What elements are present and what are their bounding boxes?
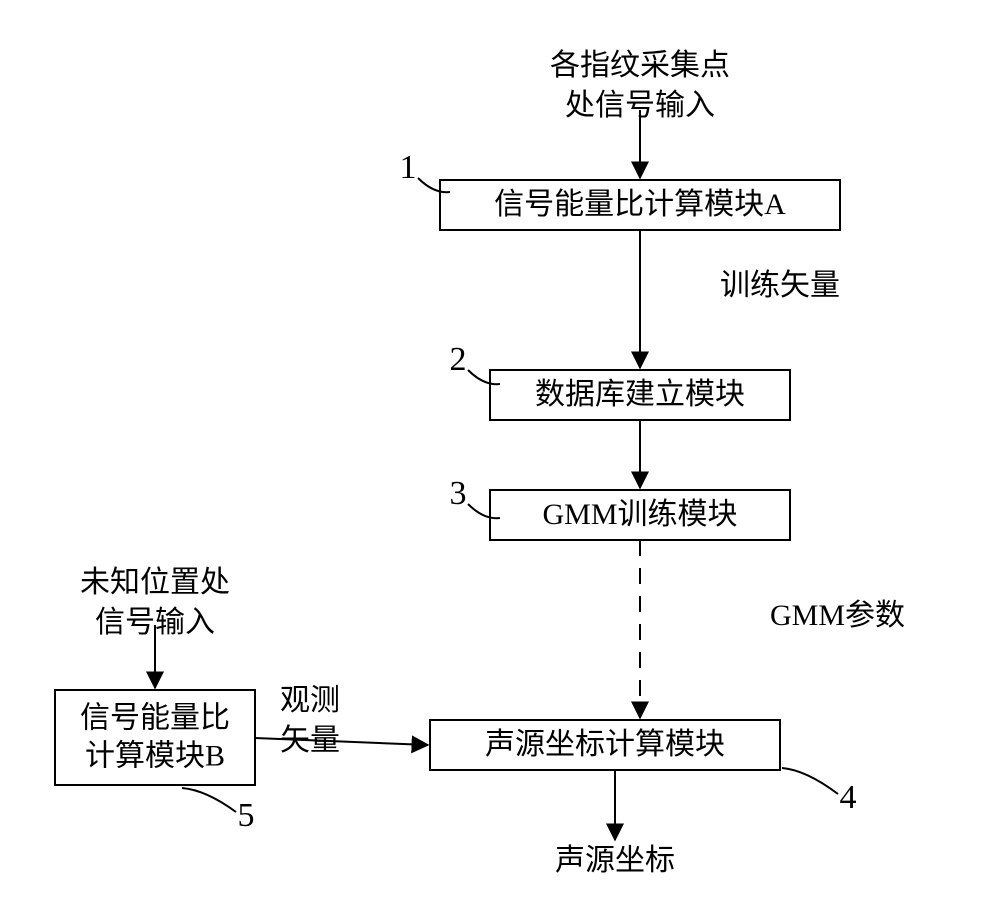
moduleB-label-0: 信号能量比: [80, 701, 230, 734]
callout-label-1: 1: [400, 149, 417, 186]
input_top-line-1: 处信号输入: [565, 89, 715, 122]
coord_module: 声源坐标计算模块: [430, 720, 780, 770]
db_module-label: 数据库建立模块: [535, 378, 745, 411]
input_left-line-0: 未知位置处: [80, 566, 230, 599]
input_top-line-0: 各指纹采集点: [550, 49, 730, 82]
callout-4: 4: [782, 768, 857, 816]
output: 声源坐标: [555, 844, 675, 877]
train_vec: 训练矢量: [720, 269, 840, 302]
moduleA-label: 信号能量比计算模块A: [494, 188, 786, 221]
obs_vec-line-0: 观测: [280, 684, 340, 717]
callout-5: 5: [182, 788, 255, 834]
moduleB-label-1: 计算模块B: [85, 739, 225, 772]
gmm_train-label: GMM训练模块: [542, 498, 737, 531]
callout-label-3: 3: [450, 475, 467, 512]
coord_module-label: 声源坐标计算模块: [485, 728, 725, 761]
callout-label-2: 2: [450, 341, 467, 378]
gmm_param: GMM参数: [770, 599, 905, 632]
moduleA: 信号能量比计算模块A: [440, 180, 840, 230]
callout-label-4: 4: [840, 779, 857, 816]
moduleB: 信号能量比计算模块B: [55, 690, 255, 785]
gmm_train: GMM训练模块: [490, 490, 790, 540]
input_left-line-1: 信号输入: [95, 606, 215, 639]
obs_vec-line-1: 矢量: [280, 724, 340, 757]
callout-label-5: 5: [238, 797, 255, 834]
db_module: 数据库建立模块: [490, 370, 790, 420]
